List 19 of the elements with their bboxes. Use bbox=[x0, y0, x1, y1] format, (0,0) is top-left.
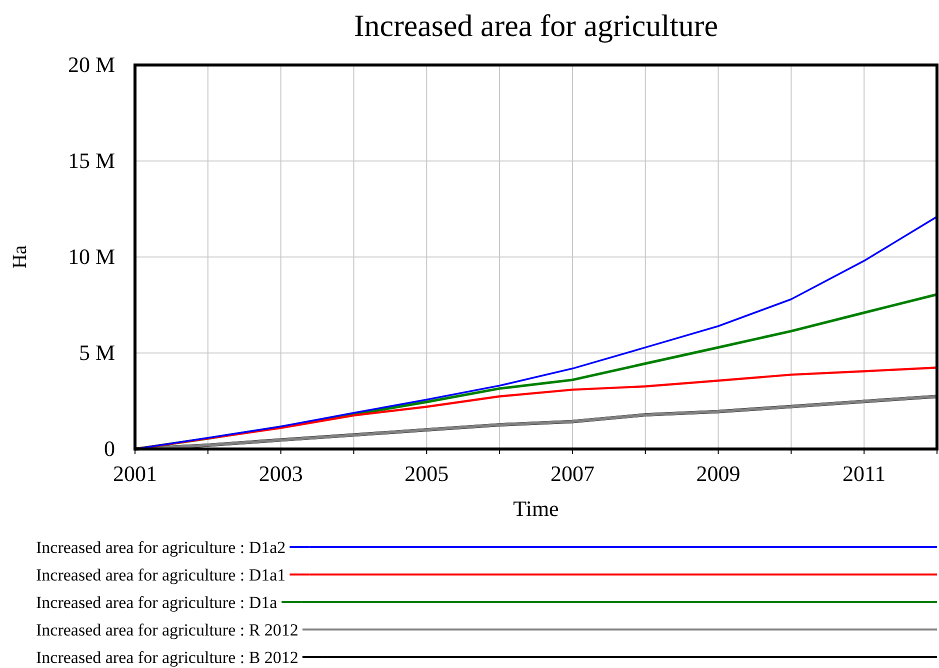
x-tick-label: 2005 bbox=[404, 461, 449, 486]
y-tick-label: 0 bbox=[104, 436, 115, 461]
y-tick-label: 20 M bbox=[68, 52, 115, 77]
y-axis-title: Ha bbox=[9, 245, 31, 269]
chart-title: Increased area for agriculture bbox=[354, 8, 718, 43]
x-axis-title: Time bbox=[513, 496, 559, 521]
x-tick-label: 2009 bbox=[696, 461, 740, 486]
legend-label: Increased area for agriculture : R 2012 bbox=[36, 620, 298, 640]
legend-label: Increased area for agriculture : D1a bbox=[36, 593, 278, 612]
legend-label: Increased area for agriculture : B 2012 bbox=[36, 648, 298, 667]
legend-label: Increased area for agriculture : D1a2 bbox=[36, 538, 286, 557]
x-tick-label: 2003 bbox=[258, 461, 303, 486]
y-tick-label: 15 M bbox=[68, 148, 115, 173]
legend-label: Increased area for agriculture : D1a1 bbox=[36, 566, 286, 584]
y-tick-label: 10 M bbox=[68, 244, 115, 269]
x-tick-label: 2001 bbox=[113, 461, 157, 486]
y-tick-label: 5 M bbox=[78, 340, 115, 365]
x-tick-label: 2007 bbox=[550, 461, 594, 486]
x-tick-label: 2011 bbox=[842, 461, 886, 486]
